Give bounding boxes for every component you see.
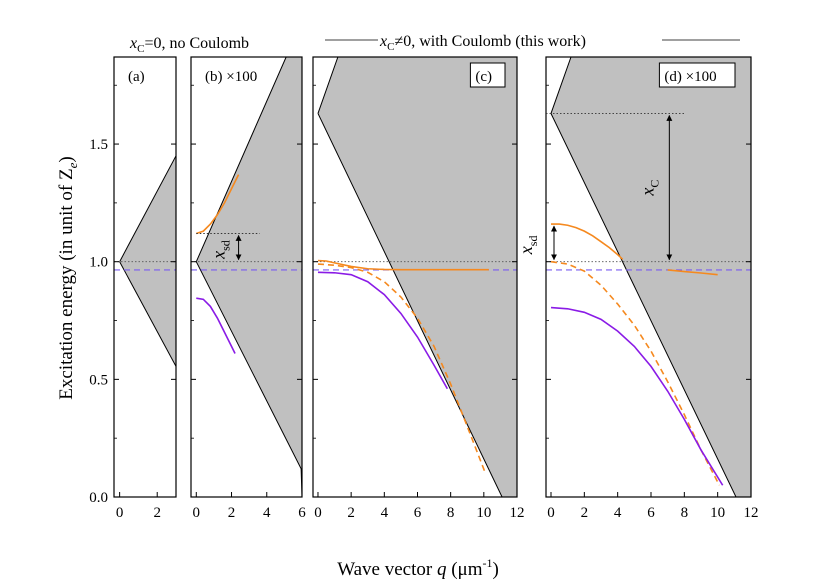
series-orange-solid-0 bbox=[551, 223, 624, 260]
panel-b: 0 2 4 6 (b) ×100 xsd bbox=[190, 56, 306, 521]
x-tick-label: 0 bbox=[116, 505, 124, 521]
y-tick-label: 1.5 bbox=[89, 137, 108, 153]
panel-a: 0.0 0.5 1.0 1.5 0 2 (a) bbox=[89, 56, 177, 521]
continuum-lower-edge bbox=[550, 113, 751, 497]
xsd-label: xsd bbox=[516, 236, 540, 256]
chart-panels: 0.0 0.5 1.0 1.5 0 2 (a) 0 2 4 6 (b) ×100 xsd 0 2 4 6 8 10 1… bbox=[89, 56, 759, 521]
continuum-upper-edge bbox=[195, 57, 302, 262]
panel-label: (d) ×100 bbox=[664, 69, 716, 85]
continuum-region bbox=[551, 57, 751, 497]
x-axis-title: Wave vector q (μm-1) bbox=[337, 556, 499, 580]
panel-frame bbox=[545, 56, 752, 498]
panel-label: (c) bbox=[475, 69, 492, 85]
x-tick-label: 12 bbox=[510, 505, 525, 521]
panel-plot-d bbox=[546, 57, 751, 497]
series-orange-solid-0 bbox=[317, 259, 489, 271]
x-tick-label: 4 bbox=[614, 505, 622, 521]
panel-label: (a) bbox=[128, 69, 145, 85]
continuum-upper-edge bbox=[119, 155, 176, 262]
panel-label-box bbox=[469, 62, 506, 88]
continuum-lower-edge bbox=[317, 113, 517, 497]
continuum-lower-edge bbox=[119, 261, 176, 367]
header-left: xC=0, no Coulomb bbox=[129, 35, 249, 55]
series-purple-solid-2 bbox=[196, 297, 236, 354]
header-right: xC≠0, with Coulomb (this work) bbox=[379, 33, 586, 53]
continuum-region bbox=[317, 57, 517, 497]
panel-d: 0 2 4 6 8 10 12 (d) ×100 xsd xC bbox=[516, 56, 759, 521]
x-tick-label: 4 bbox=[381, 505, 389, 521]
x-tick-label: 2 bbox=[153, 505, 161, 521]
x-tick-label: 8 bbox=[447, 505, 455, 521]
panel-label: (b) ×100 bbox=[205, 69, 257, 85]
series-orange-solid-1 bbox=[667, 269, 718, 276]
x-tick-label: 12 bbox=[744, 505, 759, 521]
continuum-region bbox=[119, 155, 176, 367]
panel-frame bbox=[113, 56, 177, 498]
panel-plot-c bbox=[313, 57, 517, 497]
x-tick-label: 0 bbox=[314, 505, 322, 521]
x-tick-label: 8 bbox=[681, 505, 689, 521]
x-tick-label: 10 bbox=[476, 505, 491, 521]
series-orange-dashed-1 bbox=[317, 263, 487, 474]
panel-plot-b bbox=[191, 57, 302, 497]
x-tick-label: 2 bbox=[228, 505, 236, 521]
continuum-upper-edge bbox=[550, 57, 751, 114]
xsd-label: xsd bbox=[209, 240, 233, 260]
x-tick-label: 0 bbox=[547, 505, 555, 521]
xc-label: xC bbox=[637, 180, 661, 197]
series-orange-solid-0 bbox=[196, 174, 240, 235]
series-orange-dashed-2 bbox=[550, 260, 721, 486]
panel-c: 0 2 4 6 8 10 12 (c) bbox=[312, 56, 525, 521]
panel-label-box bbox=[658, 62, 736, 88]
x-tick-label: 0 bbox=[193, 505, 201, 521]
series-purple-solid-3 bbox=[550, 306, 724, 486]
panel-frame bbox=[312, 56, 518, 498]
x-tick-label: 2 bbox=[581, 505, 589, 521]
series-purple-solid-2 bbox=[317, 271, 449, 390]
x-tick-label: 6 bbox=[298, 505, 306, 521]
y-axis-title: Excitation energy (in unit of Ze) bbox=[56, 156, 80, 399]
x-tick-label: 4 bbox=[263, 505, 271, 521]
y-tick-label: 0.0 bbox=[89, 490, 108, 506]
x-tick-label: 2 bbox=[347, 505, 355, 521]
panel-plot-a bbox=[114, 155, 176, 367]
continuum-upper-edge bbox=[317, 57, 517, 114]
continuum-region bbox=[196, 57, 302, 497]
y-tick-label: 1.0 bbox=[89, 255, 108, 271]
panel-frame bbox=[190, 56, 303, 498]
x-tick-label: 10 bbox=[710, 505, 725, 521]
x-tick-label: 6 bbox=[647, 505, 655, 521]
x-tick-label: 6 bbox=[414, 505, 422, 521]
y-tick-label: 0.5 bbox=[89, 372, 108, 388]
